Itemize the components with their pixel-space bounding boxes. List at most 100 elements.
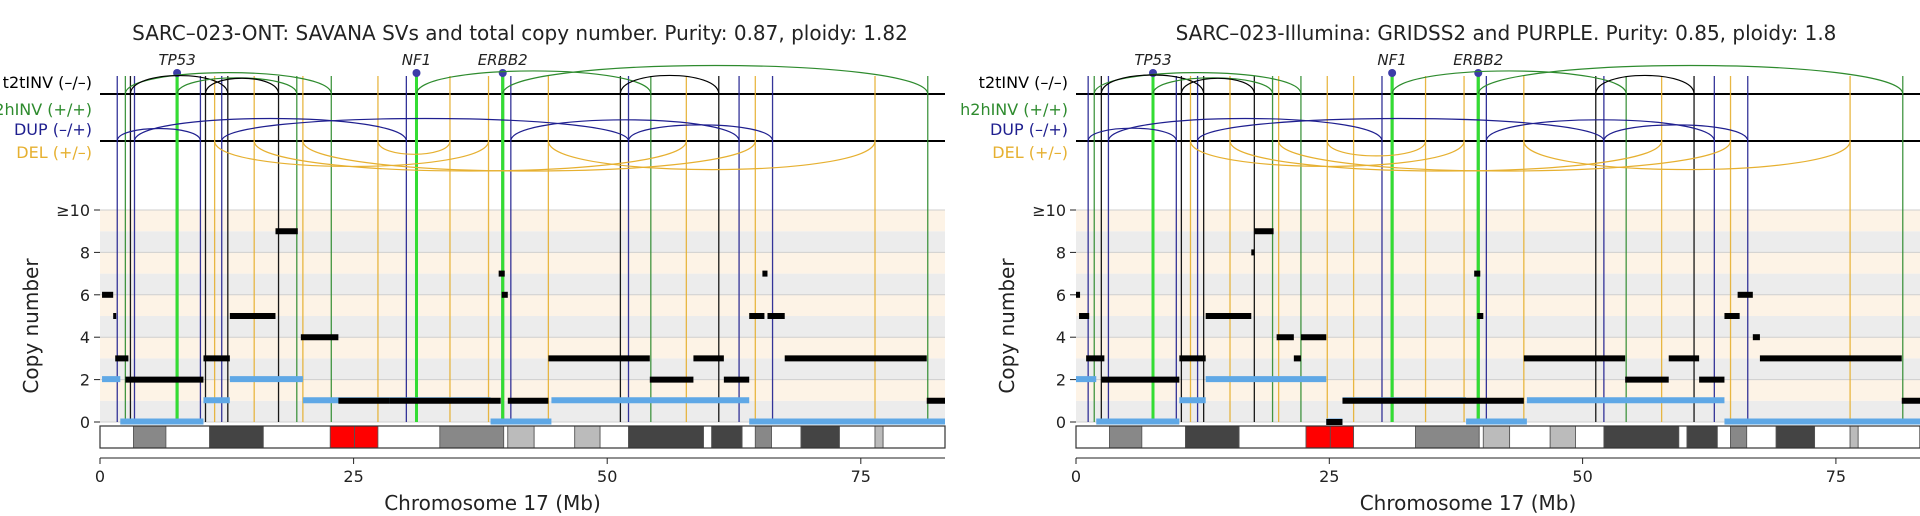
- ideogram-band: [741, 425, 756, 449]
- ideogram-band: [771, 425, 802, 449]
- x-tick-label: 75: [851, 467, 871, 486]
- sv-arc: [619, 74, 720, 95]
- sv-arc: [1595, 74, 1695, 95]
- ideogram-band: [439, 425, 505, 449]
- gene-marker: [1388, 69, 1397, 77]
- ideogram-band: [1415, 425, 1480, 449]
- ideogram-band: [1678, 425, 1688, 449]
- cn-band-stripe: [1076, 294, 1920, 316]
- sv-arc: [1196, 117, 1605, 142]
- y-tick-label: 2: [1056, 371, 1066, 390]
- ideogram-band: [1478, 425, 1484, 449]
- sv-type-label: DEL (+/–): [16, 143, 92, 162]
- x-tick-label: 0: [95, 467, 105, 486]
- gene-label: ERBB2: [1453, 51, 1503, 69]
- gene-marker: [1149, 69, 1158, 77]
- gene-label: TP53: [158, 51, 195, 69]
- ideogram-outline: [1075, 425, 1920, 449]
- y-tick-label: 6: [1056, 286, 1066, 305]
- cn-band-stripe: [1076, 316, 1920, 338]
- chart-title: SARC–023-ONT: SAVANA SVs and total copy …: [132, 21, 908, 45]
- y-tick-label: 2: [80, 371, 90, 390]
- sv-arc: [627, 124, 774, 142]
- ideogram-band: [1857, 425, 1920, 449]
- ideogram-band: [800, 425, 840, 449]
- panel-illumina: SARC–023-Illumina: GRIDSS2 and PURPLE. P…: [960, 21, 1920, 515]
- cn-band-stripe: [100, 337, 945, 359]
- ideogram-band: [377, 425, 441, 449]
- ideogram-band: [1141, 425, 1186, 449]
- sv-arc: [1326, 140, 1427, 157]
- sv-arc: [1523, 140, 1851, 171]
- ideogram-band: [507, 425, 535, 449]
- sv-type-label: DUP (–/+): [14, 120, 92, 139]
- ideogram-band: [1238, 425, 1307, 449]
- cn-band-stripe: [1076, 231, 1920, 253]
- x-tick-label: 25: [343, 467, 363, 486]
- ideogram-band: [1575, 425, 1605, 449]
- ideogram-band: [99, 425, 134, 449]
- x-tick-label: 0: [1071, 467, 1081, 486]
- sv-arc: [129, 75, 229, 95]
- y-tick-label: ≥10: [56, 201, 90, 220]
- sv-arc: [1093, 72, 1302, 95]
- y-tick-label: 4: [80, 328, 90, 347]
- sv-type-label: h2hINV (+/+): [0, 100, 92, 119]
- sv-type-label: t2tINV (–/–): [979, 73, 1068, 92]
- x-axis-title: Chromosome 17 (Mb): [1360, 491, 1577, 515]
- sv-arc: [502, 64, 929, 95]
- cn-band-stripe: [100, 273, 945, 295]
- ideogram-band: [165, 425, 210, 449]
- cn-band-stripe: [100, 294, 945, 316]
- ideogram-band: [133, 425, 167, 449]
- y-tick-label: 0: [80, 413, 90, 432]
- cn-band-stripe: [100, 379, 945, 401]
- ideogram-band: [209, 425, 264, 449]
- ideogram-band: [1509, 425, 1551, 449]
- gene-label: NF1: [1377, 51, 1406, 69]
- sv-type-label: DUP (–/+): [990, 120, 1068, 139]
- sv-arc: [510, 119, 740, 142]
- ideogram-band: [754, 425, 772, 449]
- sv-type-label: DEL (+/–): [992, 143, 1068, 162]
- x-tick-label: 75: [1826, 467, 1846, 486]
- gene-label: ERBB2: [478, 51, 528, 69]
- x-tick-label: 50: [597, 467, 617, 486]
- ideogram-band: [1185, 425, 1240, 449]
- ideogram-band: [1109, 425, 1143, 449]
- ideogram-band: [1716, 425, 1731, 449]
- sv-arc: [302, 140, 756, 172]
- y-tick-label: 6: [80, 286, 90, 305]
- sv-arc: [1603, 124, 1749, 142]
- gene-label: NF1: [402, 51, 431, 69]
- cn-band-stripe: [1076, 400, 1920, 422]
- ideogram-band: [1603, 425, 1680, 449]
- sv-arc: [1278, 140, 1732, 172]
- sv-arc: [1087, 127, 1177, 142]
- ideogram-band: [1353, 425, 1416, 449]
- gene-marker: [1474, 69, 1483, 77]
- ideogram-band: [1746, 425, 1777, 449]
- cn-band-stripe: [100, 400, 945, 422]
- sv-arc: [1100, 74, 1205, 95]
- ideogram-band: [1686, 425, 1718, 449]
- ideogram-band: [1730, 425, 1748, 449]
- ideogram-band: [1305, 425, 1331, 449]
- sv-arc: [221, 117, 630, 142]
- ideogram-band: [874, 425, 884, 449]
- sv-arc: [377, 140, 451, 155]
- sv-arc: [204, 77, 280, 95]
- ideogram-band: [354, 425, 379, 449]
- y-tick-label: ≥10: [1032, 201, 1066, 220]
- ideogram-band: [1814, 425, 1851, 449]
- ideogram-band: [503, 425, 509, 449]
- cn-band-stripe: [100, 252, 945, 274]
- ideogram-band: [1482, 425, 1511, 449]
- cn-band-stripe: [100, 316, 945, 338]
- sv-type-label: h2hINV (+/+): [960, 100, 1068, 119]
- sv-type-label: t2tINV (–/–): [3, 73, 92, 92]
- ideogram-band: [711, 425, 743, 449]
- gene-label: TP53: [1134, 51, 1171, 69]
- sv-arc: [1391, 70, 1627, 95]
